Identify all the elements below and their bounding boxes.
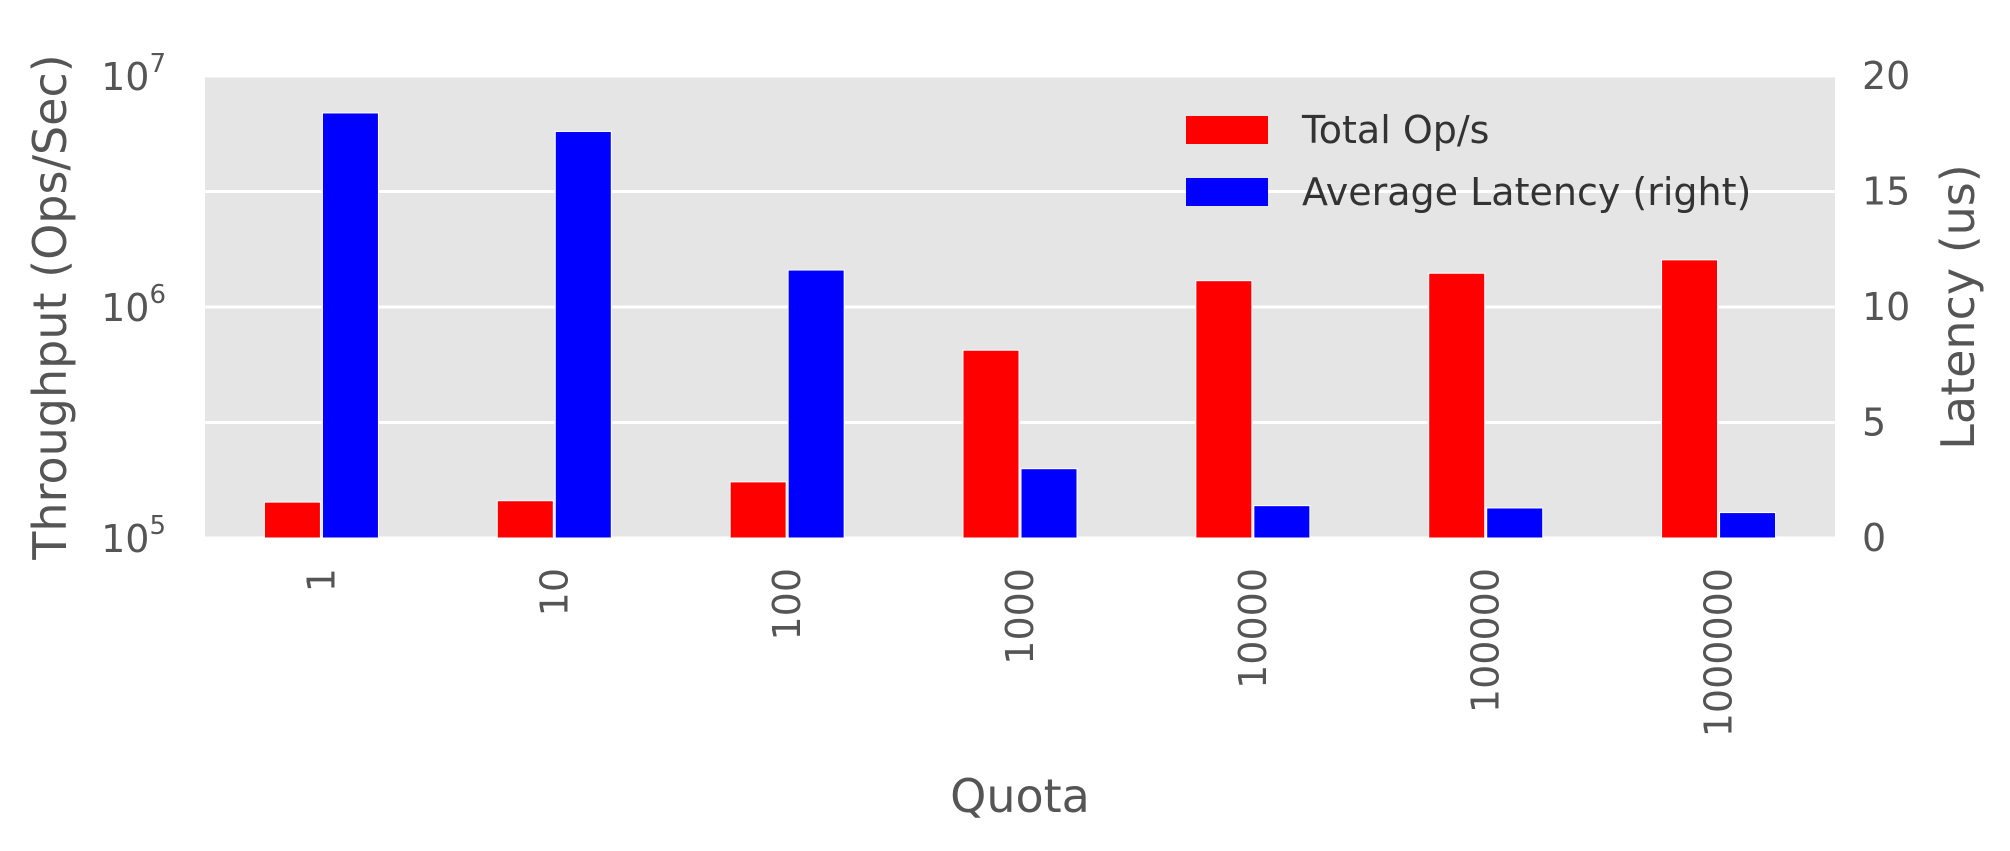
legend-label-total-ops: Total Op/s [1301,108,1489,152]
legend: Total Op/s Average Latency (right) [1186,108,1751,214]
x-tick: 100000 [1464,568,1508,713]
bar-total-ops-1 [263,501,321,539]
bar-total-ops-100000 [1428,272,1486,539]
bar-avg-latency-1000 [1020,468,1078,539]
y-axis-title-left: Throughput (Ops/Sec) [23,54,77,560]
bar-avg-latency-10 [554,130,612,539]
y-axis-title-right: Latency (us) [1931,164,1985,449]
bar-total-ops-1000000 [1661,259,1719,539]
y-tick-right: 20 [1862,54,1910,98]
left-axis-ticks: 105 106 107 [101,49,166,561]
bar-avg-latency-100 [787,269,845,539]
bar-avg-latency-1000000 [1719,512,1777,539]
legend-label-avg-latency: Average Latency (right) [1302,170,1751,214]
y-tick-right: 10 [1862,285,1910,329]
x-axis-title: Quota [950,769,1090,823]
y-tick-left: 105 [101,511,166,561]
x-tick: 10 [532,568,576,616]
bar-avg-latency-1 [321,112,379,539]
x-tick: 1 [299,568,343,592]
bar-total-ops-10 [496,500,554,539]
x-tick: 1000000 [1697,568,1741,737]
x-tick: 100 [765,568,809,641]
bar-total-ops-10000 [1195,280,1253,539]
x-axis-ticks: 1 10 100 1000 10000 100000 1000000 [299,568,1740,737]
y-tick-left: 106 [101,280,166,330]
y-tick-right: 0 [1862,516,1886,560]
bar-total-ops-100 [729,481,787,539]
legend-swatch-avg-latency [1186,178,1268,206]
bar-avg-latency-100000 [1486,507,1544,539]
bar-total-ops-1000 [962,349,1020,539]
bars [263,112,1777,539]
legend-swatch-total-ops [1186,116,1268,144]
y-tick-left: 107 [101,49,166,99]
y-tick-right: 5 [1862,401,1886,445]
x-tick: 1000 [998,568,1042,665]
grid-lines [205,74,1835,540]
x-tick: 10000 [1231,568,1275,689]
y-tick-right: 15 [1862,170,1910,214]
right-axis-ticks: 0 5 10 15 20 [1862,54,1910,560]
bar-avg-latency-10000 [1253,505,1311,539]
